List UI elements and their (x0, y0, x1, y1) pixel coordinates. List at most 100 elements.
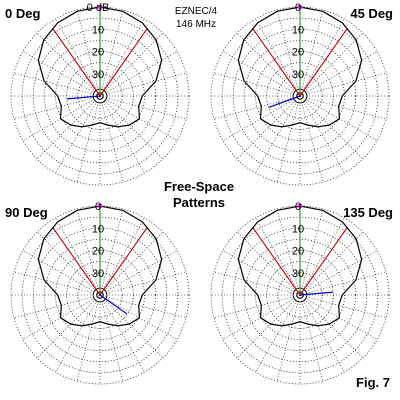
radial-spoke (222, 95, 301, 141)
blue-reference-line (268, 95, 301, 108)
peak-marker (97, 4, 103, 10)
center-title-line1: Free-Space (164, 179, 234, 194)
radial-spoke (99, 32, 164, 97)
ring-label: 20 (292, 246, 304, 258)
header-software: EZNEC/4 (175, 6, 218, 17)
radial-spoke (13, 72, 101, 97)
range-ring (77, 272, 123, 318)
blue-reference-line (67, 95, 101, 100)
plot-title-0-deg: 0 Deg (5, 6, 40, 21)
ring-label: 0 (95, 201, 101, 213)
figure-label: Fig. 7 (356, 375, 390, 390)
ring-label: 30 (292, 69, 304, 81)
radial-spoke (213, 95, 301, 120)
beamwidth-line (52, 27, 101, 97)
range-ring (77, 73, 123, 119)
ring-label: 0 dB (87, 2, 110, 14)
polar-plot-0: 0 dB 10 20 30 (10, 2, 190, 186)
radial-spoke (222, 294, 301, 340)
peak-marker (97, 203, 103, 209)
radial-spoke (299, 294, 378, 340)
range-ring (210, 205, 390, 385)
range-ring (277, 272, 323, 318)
radial-spoke (213, 72, 301, 97)
blue-reference-line (99, 294, 128, 315)
range-ring (55, 51, 145, 141)
radial-spoke (99, 294, 124, 382)
radial-spoke (236, 294, 301, 359)
beamwidth-line (252, 226, 301, 296)
radial-spoke (213, 271, 301, 296)
ring-label: 0 (295, 2, 301, 14)
range-ring (10, 6, 190, 186)
radial-spoke (299, 95, 364, 160)
center-title-line2: Patterns (173, 195, 225, 210)
radial-spoke (299, 95, 378, 141)
beamwidth-line (99, 226, 148, 296)
ring-label: 10 (92, 223, 104, 235)
range-ring (210, 6, 390, 186)
header-frequency: 146 MHz (176, 19, 216, 30)
radial-spoke (13, 95, 101, 120)
radial-spoke (99, 294, 164, 359)
radial-spoke (99, 231, 164, 296)
radial-spoke (299, 95, 345, 174)
polar-plot-3: 0 10 20 30 (210, 201, 390, 385)
blue-reference-line (299, 291, 333, 296)
beamwidth-line (52, 226, 101, 296)
ring-label: 30 (292, 268, 304, 280)
radial-spoke (99, 95, 164, 160)
plot-title-135-deg: 135 Deg (343, 205, 393, 220)
radial-spoke (99, 294, 145, 373)
radial-spoke (13, 271, 101, 296)
range-ring (55, 250, 145, 340)
radial-spoke (299, 95, 324, 183)
ring-label: 30 (92, 69, 104, 81)
radial-spoke (36, 95, 101, 160)
radial-spoke (236, 95, 301, 160)
radial-spoke (99, 294, 187, 319)
radial-spoke (299, 294, 364, 359)
radial-spoke (99, 18, 145, 97)
peak-marker (297, 4, 303, 10)
radiation-pattern-curve (237, 6, 363, 128)
radial-spoke (99, 95, 145, 174)
range-ring (10, 205, 190, 385)
radial-spoke (99, 294, 178, 340)
radiation-pattern-curve (37, 205, 163, 327)
radial-spoke (99, 95, 187, 120)
ring-label: 30 (92, 268, 104, 280)
radial-spoke (36, 294, 101, 359)
polar-plots: 0 dB 10 20 30 0 10 20 30 0 10 20 30 0 10 20 30 (10, 2, 390, 385)
range-ring (255, 250, 345, 340)
radial-spoke (299, 32, 364, 97)
peak-marker (297, 203, 303, 209)
radial-spoke (13, 294, 101, 319)
ring-label: 20 (92, 246, 104, 258)
beamwidth-line (299, 226, 348, 296)
polar-plot-1: 0 10 20 30 (210, 2, 390, 186)
ring-label: 10 (292, 223, 304, 235)
radial-spoke (299, 95, 387, 120)
beamwidth-line (99, 27, 148, 97)
plot-title-45-deg: 45 Deg (350, 6, 393, 21)
radial-spoke (299, 294, 387, 319)
ring-label: 10 (92, 24, 104, 36)
ring-label: 0 (295, 201, 301, 213)
plot-title-90-deg: 90 Deg (5, 205, 48, 220)
radiation-pattern-curve (237, 205, 363, 327)
range-ring (277, 73, 323, 119)
radial-spoke (299, 294, 324, 382)
radial-spoke (22, 95, 101, 141)
radial-spoke (213, 294, 301, 319)
radiation-pattern-curve (37, 6, 163, 128)
range-ring (255, 51, 345, 141)
radial-spoke (299, 18, 345, 97)
radial-spoke (99, 95, 124, 183)
radial-spoke (299, 231, 364, 296)
radial-spoke (22, 294, 101, 340)
ring-label: 20 (292, 47, 304, 59)
radial-spoke (299, 294, 345, 373)
polar-plot-2: 0 10 20 30 (10, 201, 190, 385)
